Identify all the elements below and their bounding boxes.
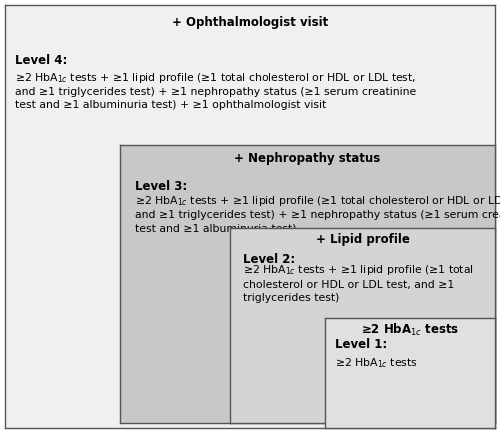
Text: Level 4:: Level 4: — [15, 54, 67, 67]
Text: + Nephropathy status: + Nephropathy status — [234, 152, 380, 165]
Text: ≥2 HbA$_{1c}$ tests: ≥2 HbA$_{1c}$ tests — [335, 356, 418, 370]
Text: ≥2 HbA$_{1c}$ tests + ≥1 lipid profile (≥1 total
cholesterol or HDL or LDL test,: ≥2 HbA$_{1c}$ tests + ≥1 lipid profile (… — [243, 263, 474, 303]
Text: Level 3:: Level 3: — [135, 180, 187, 193]
Text: Level 2:: Level 2: — [243, 253, 296, 266]
Text: + Ophthalmologist visit: + Ophthalmologist visit — [172, 16, 328, 29]
Text: ≥2 HbA$_{1c}$ tests + ≥1 lipid profile (≥1 total cholesterol or HDL or LDL test,: ≥2 HbA$_{1c}$ tests + ≥1 lipid profile (… — [135, 194, 500, 233]
Text: ≥2 HbA$_{1c}$ tests: ≥2 HbA$_{1c}$ tests — [361, 322, 459, 338]
Text: + Lipid profile: + Lipid profile — [316, 233, 410, 246]
Text: ≥2 HbA$_{1c}$ tests + ≥1 lipid profile (≥1 total cholesterol or HDL or LDL test,: ≥2 HbA$_{1c}$ tests + ≥1 lipid profile (… — [15, 71, 416, 110]
Text: Level 1:: Level 1: — [335, 338, 388, 351]
